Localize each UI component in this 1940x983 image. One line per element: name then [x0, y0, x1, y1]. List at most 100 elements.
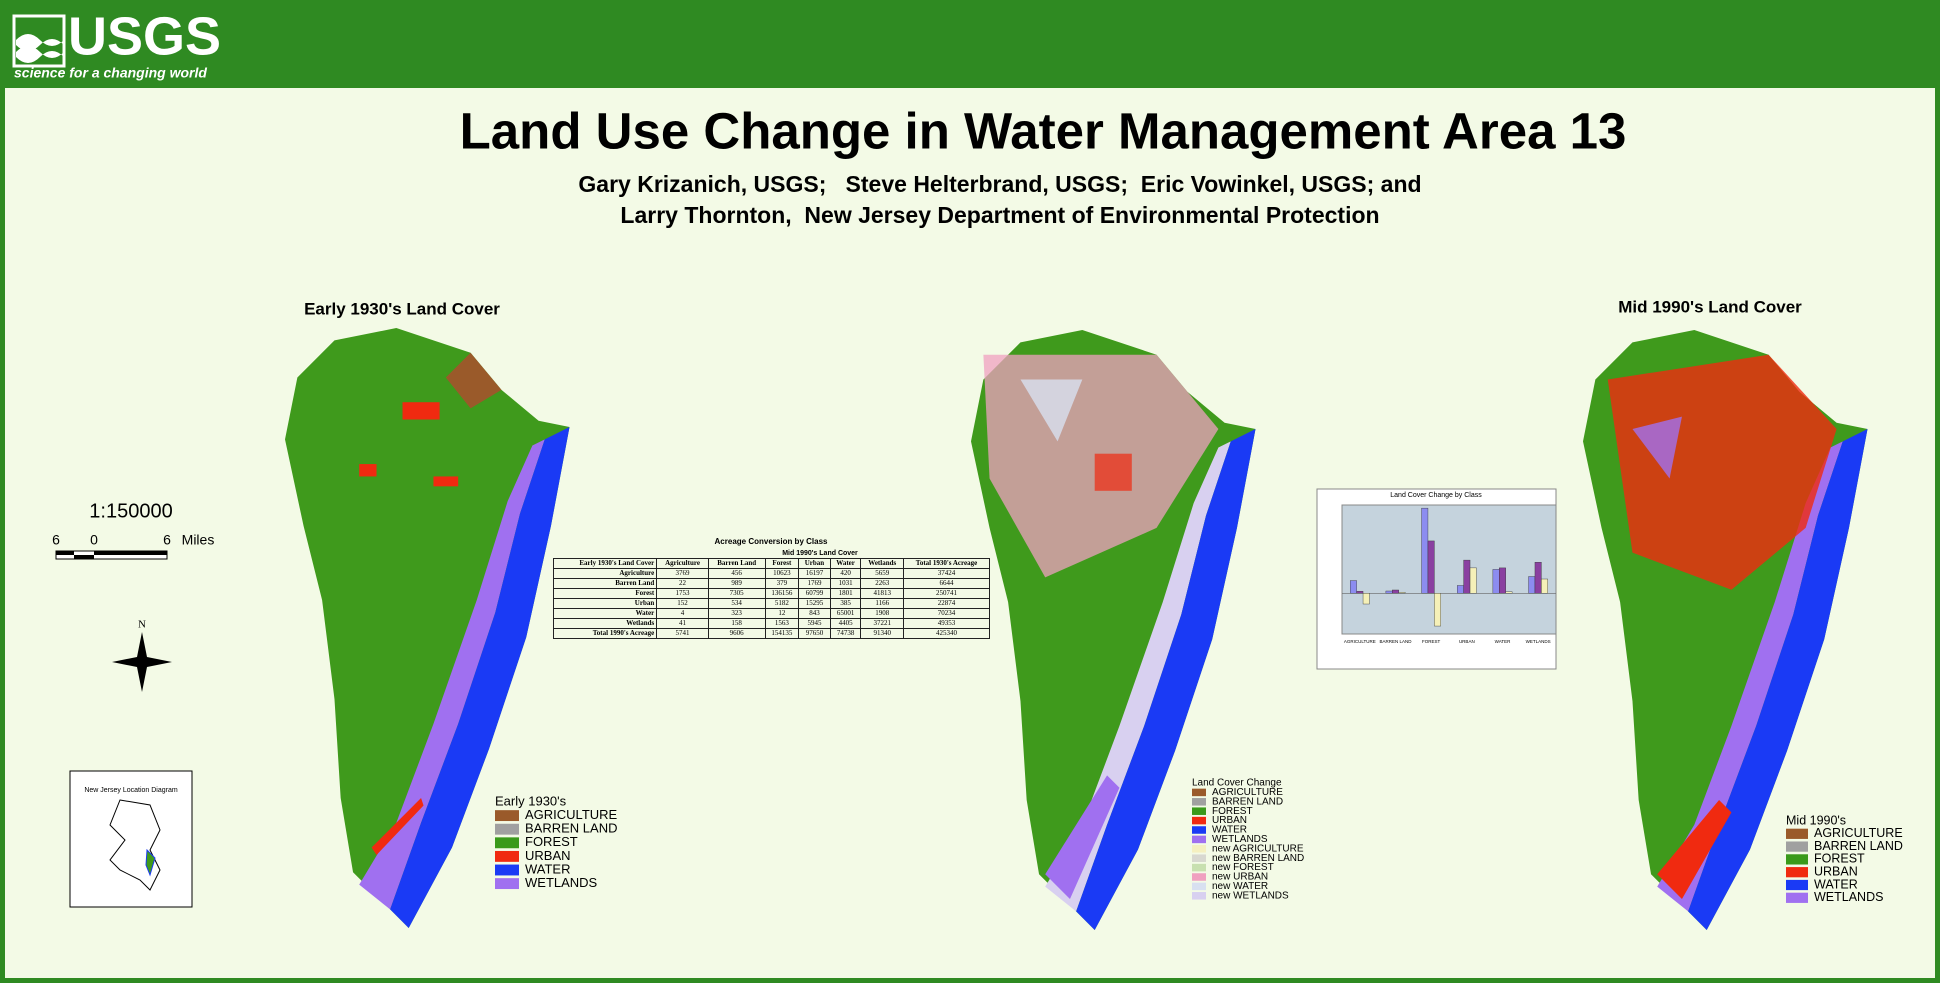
north-arrow	[112, 632, 172, 692]
legend-label: WETLANDS	[1212, 834, 1268, 845]
table-cell: Agriculture	[656, 558, 709, 569]
legend-swatch	[1786, 892, 1808, 903]
table-cell: 15295	[798, 598, 831, 609]
legend-swatch	[1192, 788, 1206, 797]
table-cell: 16197	[798, 568, 831, 579]
bar	[1541, 578, 1548, 594]
table-cell: 91340	[860, 628, 905, 639]
legend-swatch	[1192, 798, 1206, 806]
table-cell: 425340	[903, 628, 990, 639]
table-cell: Agriculture	[552, 568, 658, 579]
table-cell: 7305	[707, 588, 766, 599]
x-tick-label: WETLANDS	[1526, 639, 1551, 644]
table-cell: 456	[707, 568, 766, 579]
table-cell: Total 1930's Acreage	[903, 558, 990, 569]
title: Land Use Change in Water Management Area…	[460, 102, 1627, 159]
legend-label: FOREST	[525, 834, 578, 849]
table-subtitle: Mid 1990's Land Cover	[782, 550, 858, 557]
logo: USGS	[68, 6, 221, 66]
table-cell: Early 1930's Land Cover	[552, 558, 658, 569]
bar	[1392, 589, 1399, 594]
table-cell: 10623	[764, 568, 800, 579]
legend-swatch	[1786, 828, 1808, 839]
legend-swatch	[1192, 826, 1206, 834]
table-title: Acreage Conversion by Class	[715, 537, 828, 546]
table-cell: Forest	[764, 558, 800, 569]
table-cell: 136156	[764, 588, 800, 599]
table-cell: 1166	[860, 598, 905, 609]
table-cell: Water	[552, 608, 658, 619]
legend-swatch	[1192, 854, 1206, 862]
table-cell: 154135	[764, 628, 800, 639]
bar	[1469, 567, 1477, 594]
table-cell: 1031	[829, 578, 862, 589]
table-cell: 37424	[903, 568, 990, 579]
table-cell: Forest	[552, 588, 658, 599]
table-cell: 3769	[656, 568, 709, 579]
tagline: science for a changing world	[14, 65, 207, 81]
legend-swatch	[1192, 873, 1206, 881]
legend-label: AGRICULTURE	[1212, 787, 1283, 798]
legend-label: URBAN	[1814, 864, 1858, 878]
plot-area	[1341, 504, 1557, 635]
legend-swatch	[495, 823, 519, 835]
legend-swatch	[495, 810, 519, 822]
map-title: Mid 1990's Land Cover	[1618, 297, 1802, 316]
x-tick-label: FOREST	[1422, 639, 1441, 644]
legend-label: URBAN	[525, 848, 571, 863]
table-cell: 12	[764, 608, 800, 619]
scale-ratio: 1:150000	[89, 500, 172, 522]
bar	[1534, 562, 1542, 594]
bar	[1362, 593, 1370, 605]
legend-swatch	[1192, 845, 1206, 853]
x-tick-label: AGRICULTURE	[1344, 639, 1376, 644]
legend-label: new WETLANDS	[1212, 890, 1289, 901]
map-1990	[1583, 330, 1868, 930]
x-tick-label: URBAN	[1459, 639, 1475, 644]
legend-swatch	[1786, 854, 1808, 865]
legend-label: WATER	[1814, 877, 1858, 891]
table-cell: 379	[764, 578, 800, 589]
table-cell: Total 1990's Acreage	[552, 628, 658, 639]
legend-label: AGRICULTURE	[525, 807, 618, 822]
legend-label: BARREN LAND	[525, 821, 617, 836]
legend-swatch	[495, 837, 519, 849]
table-cell: 37221	[860, 618, 905, 629]
table-cell: 1769	[798, 578, 831, 589]
table-cell: 1753	[656, 588, 709, 599]
bar	[1499, 567, 1506, 594]
bar	[1463, 559, 1471, 594]
legend-label: WETLANDS	[1814, 890, 1883, 904]
table-cell: 65001	[829, 608, 862, 619]
legend-swatch	[1192, 816, 1206, 825]
legend-label: URBAN	[1212, 815, 1247, 826]
legend-label: WETLANDS	[525, 875, 598, 890]
table-cell: 152	[656, 598, 709, 609]
table-cell: 989	[707, 578, 766, 589]
bar	[1350, 580, 1357, 594]
legend-swatch	[1786, 841, 1808, 852]
map-change	[971, 330, 1256, 930]
table-cell: 4405	[829, 618, 862, 629]
bar	[1457, 585, 1464, 594]
authors: Larry Thornton, New Jersey Department of…	[620, 202, 1379, 228]
chart-title: Land Cover Change by Class	[1390, 492, 1482, 499]
legend-label: new WATER	[1212, 881, 1268, 892]
table-cell: 5659	[860, 568, 905, 579]
bar	[1505, 591, 1513, 594]
table-cell: 49353	[903, 618, 990, 629]
table-cell: 2263	[860, 578, 905, 589]
table-cell: Urban	[552, 598, 658, 609]
map-1930	[285, 328, 570, 928]
nj-area	[145, 848, 156, 877]
legend-swatch	[1786, 879, 1808, 891]
table-cell: 1801	[829, 588, 862, 599]
legend-swatch	[1192, 882, 1206, 891]
bar	[1434, 593, 1441, 627]
bar	[1427, 540, 1435, 594]
table-cell: 6644	[903, 578, 990, 589]
x-tick-label: BARREN LAND	[1379, 639, 1412, 644]
north-label: N	[138, 619, 146, 631]
